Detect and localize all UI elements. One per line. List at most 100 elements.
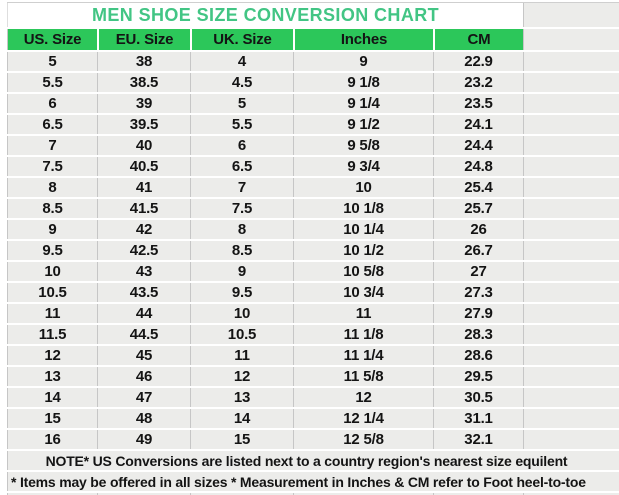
table-cell: 22.9 (433, 52, 523, 71)
table-cell: 8 (190, 220, 293, 239)
table-cell: 7.5 (190, 199, 293, 218)
table-cell: 5.5 (190, 115, 293, 134)
table-cell: 24.8 (433, 157, 523, 176)
table-cell: 11 5/8 (293, 367, 433, 386)
table-cell: 39.5 (97, 115, 190, 134)
table-cell: 11 1/8 (293, 325, 433, 344)
table-cell: 39 (97, 94, 190, 113)
table-cell: 9 1/2 (293, 115, 433, 134)
table-cell: 31.1 (433, 409, 523, 428)
table-cell: 9 (7, 220, 97, 239)
table-cell: 11 (7, 304, 97, 323)
table-cell: 6 (190, 136, 293, 155)
table-cell: 12 5/8 (293, 430, 433, 449)
table-cell: 13 (190, 388, 293, 407)
empty-side-cell (523, 3, 619, 27)
empty-side-cell (523, 115, 619, 134)
table-cell: 42.5 (97, 241, 190, 260)
table-cell: 11.5 (7, 325, 97, 344)
table-cell: 9 1/4 (293, 94, 433, 113)
table-cell: 14 (7, 388, 97, 407)
table-cell: 32.1 (433, 430, 523, 449)
empty-side-cell (523, 178, 619, 197)
empty-side-cell (523, 409, 619, 428)
table-cell: 16 (7, 430, 97, 449)
partial-bottom-cell (190, 493, 293, 495)
empty-side-cell (523, 29, 619, 50)
table-cell: 5 (7, 52, 97, 71)
table-cell: 7.5 (7, 157, 97, 176)
empty-side-cell (523, 94, 619, 113)
table-cell: 26 (433, 220, 523, 239)
empty-side-cell (523, 73, 619, 92)
table-cell: 9 1/8 (293, 73, 433, 92)
table-cell: 9 (190, 262, 293, 281)
table-cell: 47 (97, 388, 190, 407)
table-cell: 8.5 (7, 199, 97, 218)
empty-side-cell (523, 346, 619, 365)
partial-bottom-cell (523, 493, 619, 495)
table-cell: 23.5 (433, 94, 523, 113)
table-cell: 23.2 (433, 73, 523, 92)
table-cell: 27.3 (433, 283, 523, 302)
chart-title: MEN SHOE SIZE CONVERSION CHART (7, 3, 523, 27)
table-cell: 25.7 (433, 199, 523, 218)
table-cell: 4 (190, 52, 293, 71)
table-cell: 43 (97, 262, 190, 281)
table-cell: 7 (190, 178, 293, 197)
partial-bottom-cell (433, 493, 523, 495)
table-cell: 29.5 (433, 367, 523, 386)
table-cell: 30.5 (433, 388, 523, 407)
column-header-eu-size: EU. Size (97, 29, 190, 50)
table-cell: 10 (293, 178, 433, 197)
table-cell: 44 (97, 304, 190, 323)
table-cell: 10 1/8 (293, 199, 433, 218)
table-cell: 38.5 (97, 73, 190, 92)
table-cell: 10 1/2 (293, 241, 433, 260)
page-top-margin (0, 0, 619, 2)
table-cell: 49 (97, 430, 190, 449)
table-cell: 48 (97, 409, 190, 428)
table-cell: 10 5/8 (293, 262, 433, 281)
empty-side-cell (523, 52, 619, 71)
table-cell: 10.5 (190, 325, 293, 344)
table-cell: 7 (7, 136, 97, 155)
shoe-size-conversion-table: MEN SHOE SIZE CONVERSION CHART US. Size E… (0, 3, 619, 495)
table-cell: 42 (97, 220, 190, 239)
table-cell: 25.4 (433, 178, 523, 197)
empty-side-cell (523, 157, 619, 176)
table-cell: 12 (293, 388, 433, 407)
table-cell: 8.5 (190, 241, 293, 260)
table-cell: 9 3/4 (293, 157, 433, 176)
table-cell: 15 (190, 430, 293, 449)
table-cell: 12 (190, 367, 293, 386)
partial-bottom-cell (97, 493, 190, 495)
table-cell: 28.6 (433, 346, 523, 365)
empty-side-cell (523, 388, 619, 407)
table-cell: 24.1 (433, 115, 523, 134)
table-cell: 8 (7, 178, 97, 197)
table-cell: 45 (97, 346, 190, 365)
empty-side-cell (523, 367, 619, 386)
table-cell: 6.5 (190, 157, 293, 176)
column-header-uk-size: UK. Size (190, 29, 293, 50)
table-cell: 12 1/4 (293, 409, 433, 428)
column-header-cm: CM (433, 29, 523, 50)
table-cell: 27 (433, 262, 523, 281)
table-cell: 46 (97, 367, 190, 386)
table-cell: 27.9 (433, 304, 523, 323)
table-cell: 4.5 (190, 73, 293, 92)
table-cell: 6 (7, 94, 97, 113)
table-cell: 38 (97, 52, 190, 71)
note-conversions: NOTE* US Conversions are listed next to … (7, 451, 619, 470)
table-cell: 24.4 (433, 136, 523, 155)
table-cell: 11 1/4 (293, 346, 433, 365)
table-cell: 11 (190, 346, 293, 365)
table-cell: 9.5 (7, 241, 97, 260)
table-cell: 13 (7, 367, 97, 386)
table-cell: 9 5/8 (293, 136, 433, 155)
table-cell: 11 (293, 304, 433, 323)
column-header-inches: Inches (293, 29, 433, 50)
table-cell: 28.3 (433, 325, 523, 344)
table-cell: 6.5 (7, 115, 97, 134)
